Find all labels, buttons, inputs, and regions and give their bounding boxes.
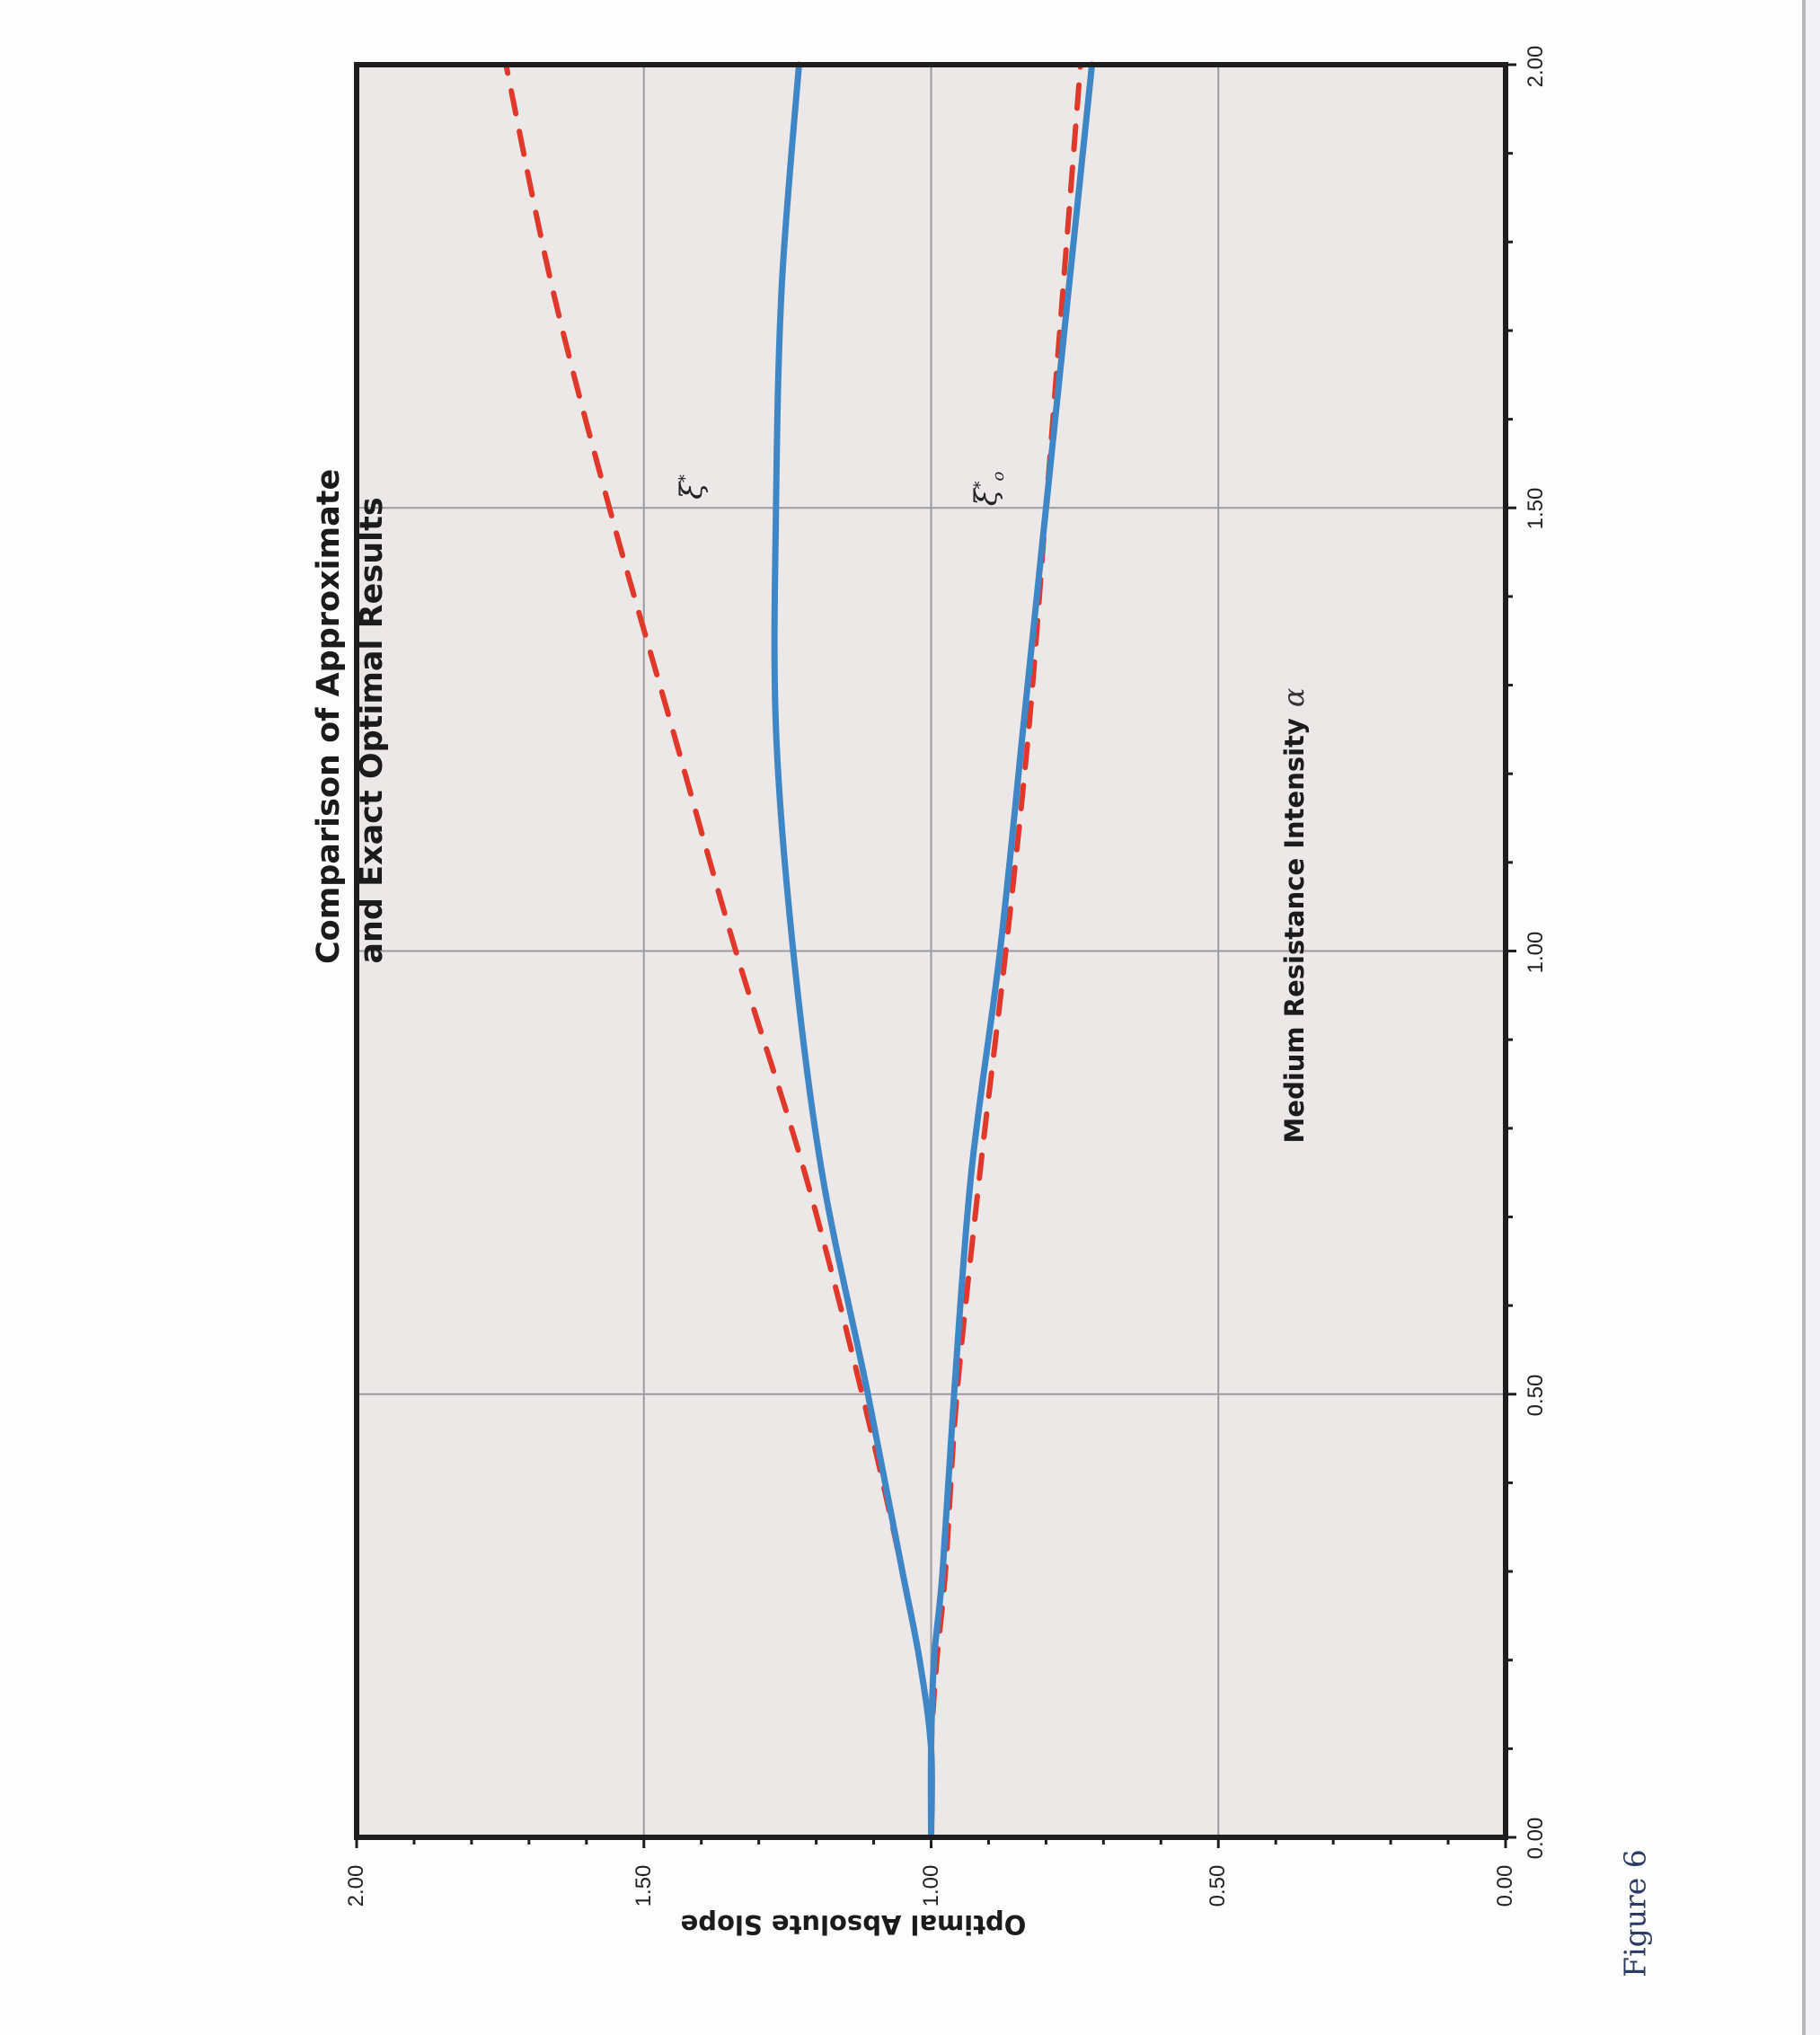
approximate-curve [503,62,935,1840]
chart-title-line1: Comparison of Approximate [311,468,347,964]
annotation-xi-tilde-star: ξ* [674,474,710,500]
chart-title-line2: and Exact Optimal Results [354,497,390,964]
alpha-symbol: α [1277,687,1311,708]
annotation-xi-o-star: ξ*o [968,471,1008,507]
y-tick-label: 1.00 [919,1864,943,1907]
y-tick-label: 2.00 [344,1864,368,1907]
chart-title: Comparison of Approximate and Exact Opti… [307,468,393,964]
x-axis-label-text: Medium Resistance Intensity [1279,718,1310,1144]
x-tick-label: 1.00 [1524,931,1548,974]
y-tick-label: 0.50 [1206,1864,1230,1907]
scan-edge [1802,0,1806,2035]
x-tick-label: 0.00 [1524,1817,1548,1860]
y-tick-label: 1.50 [632,1864,656,1907]
exact-curve [771,61,935,1841]
plot-frame [354,62,1508,1840]
exact-curve [927,61,1096,1841]
x-axis-label: Medium Resistance Intensity α [1277,511,1311,1320]
scan-margin [1806,0,1820,2035]
x-tick-label: 2.00 [1524,45,1548,88]
x-tick-label: 1.50 [1524,487,1548,530]
y-tick-label: 0.00 [1493,1864,1517,1907]
x-tick-label: 0.50 [1524,1374,1548,1417]
y-axis-label: Optimal Absolute Slope [680,1909,1027,1940]
figure-caption: Figure 6 [1617,1849,1653,1977]
